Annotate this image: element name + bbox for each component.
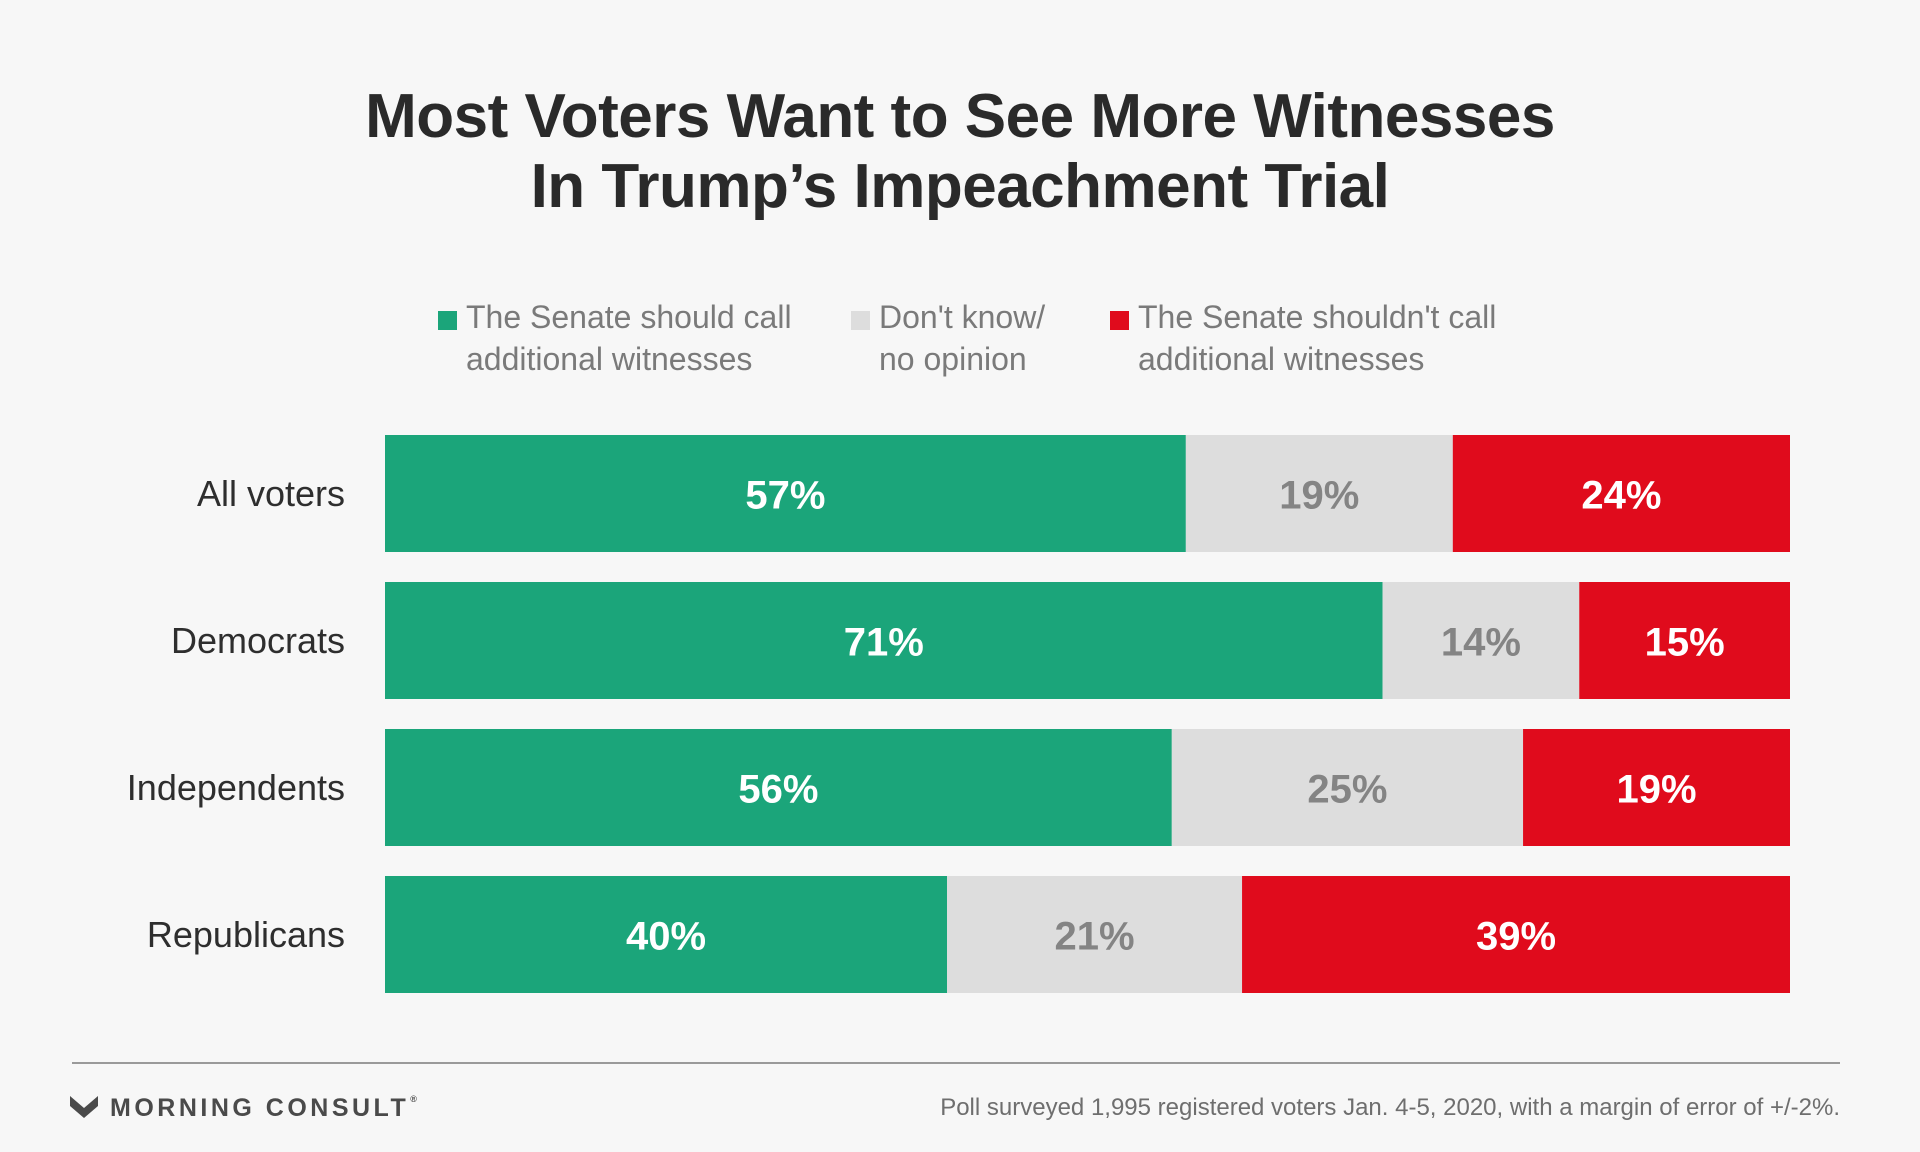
legend-swatch-dont-know	[851, 311, 870, 330]
legend-label-dont-know-line-2: no opinion	[879, 341, 1027, 377]
value-label-democrats-not-call: 15%	[1645, 621, 1725, 665]
legend-label-not-call-line-1: The Senate shouldn't call	[1138, 299, 1497, 335]
legend-label-dont-know-line-1: Don't know/	[879, 299, 1046, 335]
bar-republicans-not-call	[1242, 876, 1790, 993]
legend-swatch-not-call	[1110, 311, 1129, 330]
chart-title-line-2: In Trump’s Impeachment Trial	[530, 152, 1390, 221]
row-label-republicans: Republicans	[147, 914, 345, 955]
bar-republicans-call	[385, 876, 947, 993]
legend-label-not-call-line-2: additional witnesses	[1138, 341, 1425, 377]
bar-democrats-not-call	[1579, 582, 1790, 699]
legend: The Senate should call additional witnes…	[0, 296, 1920, 396]
brand-name: MORNING CONSULT®	[110, 1094, 420, 1123]
bar-all-voters-not-call	[1452, 435, 1790, 552]
bar-democrats-call	[385, 582, 1383, 699]
value-label-republicans-not-call: 39%	[1476, 915, 1556, 959]
row-label-all-voters: All voters	[197, 473, 345, 514]
brand-name-text: MORNING CONSULT	[110, 1094, 410, 1122]
value-label-democrats-dont-know: 14%	[1441, 621, 1521, 665]
value-label-republicans-dont-know: 21%	[1054, 915, 1134, 959]
morning-consult-chevron-icon	[70, 1095, 98, 1118]
legend-item-call: The Senate should call additional witnes…	[438, 296, 792, 380]
value-label-democrats-call: 71%	[844, 621, 924, 665]
row-label-independents: Independents	[127, 767, 345, 808]
bar-independents-not-call	[1523, 729, 1790, 846]
footer-divider	[72, 1062, 1840, 1064]
legend-label-not-call: The Senate shouldn't call additional wit…	[1138, 296, 1496, 380]
legend-label-call-line-2: additional witnesses	[466, 341, 753, 377]
value-label-republicans-call: 40%	[626, 915, 706, 959]
legend-item-not-call: The Senate shouldn't call additional wit…	[1110, 296, 1496, 380]
value-label-all-voters-call: 57%	[745, 474, 825, 518]
bar-republicans-dont-know	[947, 876, 1243, 993]
poll-footnote: Poll surveyed 1,995 registered voters Ja…	[940, 1094, 1840, 1121]
brand-logo: MORNING CONSULT®	[70, 1094, 420, 1123]
legend-swatch-call	[438, 311, 457, 330]
value-label-independents-call: 56%	[738, 768, 818, 812]
value-label-independents-not-call: 19%	[1616, 768, 1696, 812]
value-label-all-voters-not-call: 24%	[1581, 474, 1661, 518]
bar-independents-dont-know	[1171, 729, 1524, 846]
bar-all-voters-dont-know	[1185, 435, 1453, 552]
bar-independents-call	[385, 729, 1172, 846]
legend-label-call-line-1: The Senate should call	[466, 299, 792, 335]
legend-item-dont-know: Don't know/ no opinion	[851, 296, 1045, 380]
value-label-all-voters-dont-know: 19%	[1279, 474, 1359, 518]
row-label-democrats: Democrats	[171, 620, 345, 661]
chart-title-line-1: Most Voters Want to See More Witnesses	[365, 82, 1555, 151]
bar-democrats-dont-know	[1382, 582, 1580, 699]
chart-title: Most Voters Want to See More Witnesses I…	[0, 82, 1920, 222]
legend-label-call: The Senate should call additional witnes…	[466, 296, 792, 380]
legend-label-dont-know: Don't know/ no opinion	[879, 296, 1045, 380]
brand-registered-mark: ®	[410, 1094, 421, 1104]
bar-all-voters-call	[385, 435, 1186, 552]
value-label-independents-dont-know: 25%	[1307, 768, 1387, 812]
